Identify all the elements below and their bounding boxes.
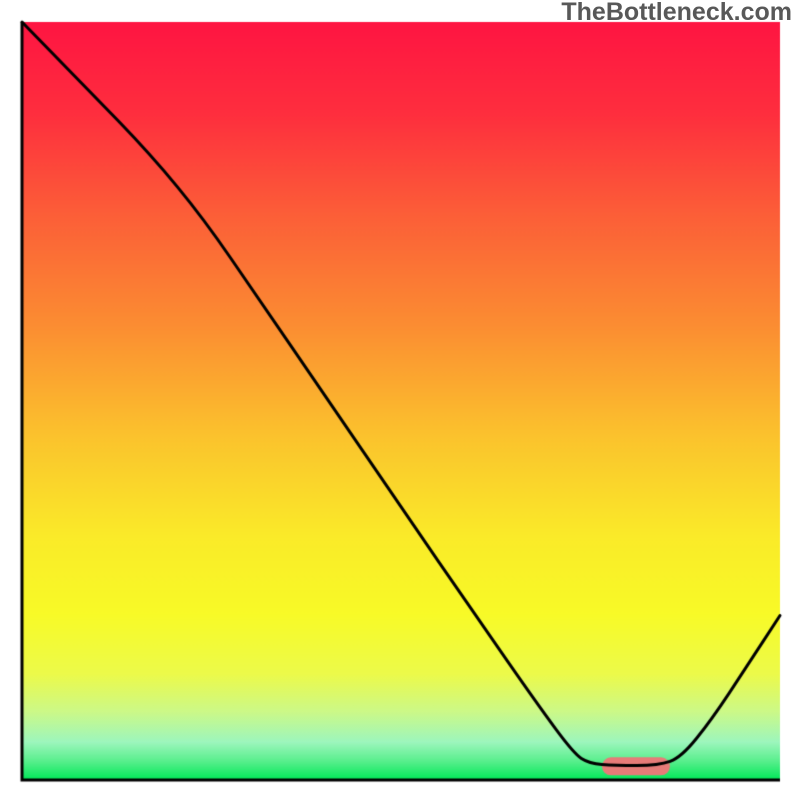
- chart-canvas: [0, 0, 800, 800]
- chart-stage: TheBottleneck.com: [0, 0, 800, 800]
